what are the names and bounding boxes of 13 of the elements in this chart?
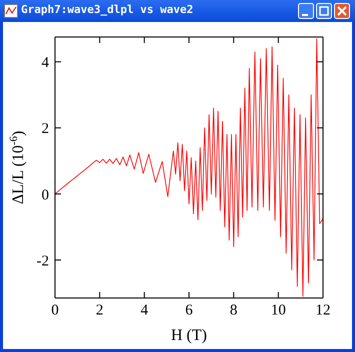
x-tick-label: 12	[316, 302, 330, 319]
x-tick-label: 6	[185, 302, 194, 319]
chart-title: Graph7:wave3_dlpl vs wave2	[21, 3, 194, 16]
x-tick-label: 4	[140, 302, 149, 319]
y-tick-label: 2	[42, 121, 49, 138]
x-tick-label: 10	[270, 302, 286, 319]
line-series	[55, 38, 323, 297]
x-axis-title: H (T)	[171, 327, 207, 344]
y-tick-label: 4	[42, 55, 50, 72]
x-tick-label: 2	[96, 302, 104, 319]
x-tick-label: 8	[230, 302, 238, 319]
y-tick-label: -2	[36, 253, 49, 270]
y-tick-label: 0	[42, 187, 49, 204]
